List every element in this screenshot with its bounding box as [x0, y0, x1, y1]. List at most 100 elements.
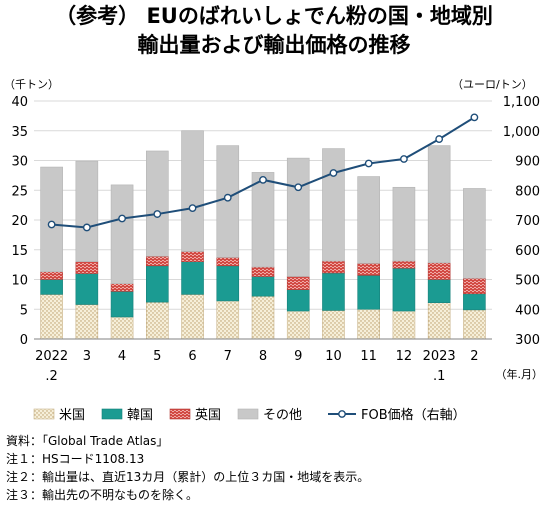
- fob-price-point-3: [153, 210, 162, 218]
- fob-price-point-11: [435, 135, 444, 143]
- x-tick-label: 10: [325, 349, 342, 364]
- bar-韓国-10: [392, 267, 416, 312]
- legend-label-3: その他: [263, 408, 302, 423]
- x-tick-label: 8: [259, 349, 267, 364]
- bar-その他-3: [146, 150, 169, 257]
- chart-title-line2: 輸出量および輸出価格の推移: [137, 33, 411, 57]
- fob-price-point-8: [329, 169, 338, 177]
- note-2: 注２：輸出量は、直近13カ月（累計）の上位３カ国・地域を表示。: [6, 470, 370, 484]
- x-tick-sublabel: .2: [45, 369, 57, 384]
- x-tick-label: 3: [83, 349, 91, 364]
- bar-英国-10: [392, 260, 416, 269]
- bar-韓国-4: [181, 261, 204, 295]
- x-tick-label: 5: [153, 349, 161, 364]
- legend-swatch-1: [101, 408, 123, 420]
- x-tick-label: 6: [188, 349, 196, 364]
- right-axis-unit: （ユーロ/トン）: [452, 78, 533, 91]
- bar-英国-4: [181, 251, 204, 262]
- bar-韓国-8: [322, 272, 345, 311]
- x-tick-sublabel: .1: [433, 369, 445, 384]
- bar-その他-12: [463, 188, 486, 279]
- fob-price-point-4: [188, 204, 197, 213]
- bar-米国-0: [40, 294, 63, 340]
- x-tick-label: 2: [470, 349, 478, 364]
- x-tick-label: 4: [118, 349, 126, 364]
- left-tick-label: 5: [20, 303, 28, 318]
- legend-label-1: 韓国: [127, 408, 153, 423]
- bar-韓国-11: [427, 279, 451, 304]
- fob-price-point-9: [364, 159, 373, 168]
- left-tick-label: 10: [11, 274, 28, 289]
- fob-price-point-10: [400, 155, 408, 163]
- bar-その他-11: [427, 145, 451, 264]
- bar-米国-5: [216, 300, 240, 340]
- bar-韓国-3: [146, 265, 169, 303]
- left-tick-label: 25: [11, 184, 28, 199]
- fob-price-point-2: [118, 214, 126, 223]
- bar-韓国-9: [357, 275, 380, 310]
- right-tick-label: 300: [515, 333, 540, 348]
- bar-その他-2: [110, 184, 134, 284]
- left-tick-label: 20: [11, 214, 28, 229]
- x-tick-label: 2022: [35, 349, 68, 364]
- note-source: 資料：「Global Trade Atlas」: [6, 434, 169, 448]
- left-tick-label: 35: [11, 125, 28, 140]
- bar-その他-8: [322, 148, 345, 262]
- bar-韓国-5: [216, 265, 240, 302]
- left-axis-unit: （千トン）: [4, 78, 59, 91]
- bar-米国-4: [181, 294, 204, 340]
- right-tick-label: 500: [515, 274, 540, 289]
- right-tick-label: 1,000: [503, 125, 540, 140]
- bar-英国-5: [216, 257, 240, 267]
- bar-韓国-6: [251, 276, 275, 297]
- legend-label-0: 米国: [59, 408, 85, 423]
- fob-price-point-6: [259, 175, 267, 184]
- right-tick-label: 700: [515, 214, 540, 229]
- bar-その他-1: [75, 160, 99, 262]
- legend-label-2: 英国: [195, 408, 221, 423]
- bar-英国-1: [75, 261, 99, 274]
- bar-米国-9: [357, 308, 380, 340]
- chart-area: 05101520253035403004005006007008009001,0…: [11, 95, 544, 423]
- left-tick-label: 0: [20, 333, 28, 348]
- right-tick-label: 900: [515, 155, 540, 170]
- x-axis-unit: （年.月）: [496, 367, 544, 381]
- legend-label-fob: FOB価格（右軸）: [361, 407, 466, 423]
- bar-その他-4: [181, 130, 204, 252]
- legend-swatch-0: [33, 408, 55, 420]
- bar-英国-2: [110, 283, 134, 292]
- right-tick-label: 600: [515, 244, 540, 259]
- bar-米国-11: [427, 302, 451, 340]
- bar-米国-10: [392, 310, 416, 340]
- bar-英国-8: [322, 260, 345, 274]
- fob-price-point-1: [82, 223, 91, 232]
- fob-price-point-12: [470, 113, 479, 122]
- right-tick-label: 1,100: [503, 95, 540, 110]
- bar-その他-10: [392, 186, 416, 262]
- fob-price-point-5: [223, 193, 232, 202]
- bar-米国-7: [286, 310, 310, 340]
- right-tick-label: 400: [515, 303, 540, 318]
- bar-米国-1: [75, 304, 99, 340]
- bar-その他-9: [357, 176, 380, 264]
- legend-marker-fob: [338, 410, 346, 418]
- bar-米国-8: [322, 310, 345, 340]
- bar-韓国-0: [40, 279, 63, 295]
- legend-swatch-3: [237, 408, 259, 420]
- bar-英国-7: [286, 276, 310, 290]
- bar-英国-0: [40, 271, 63, 280]
- bar-英国-12: [463, 278, 486, 295]
- bar-韓国-12: [463, 293, 486, 311]
- left-tick-label: 15: [11, 244, 28, 259]
- legend-swatch-2: [169, 408, 191, 420]
- bar-韓国-7: [286, 289, 310, 312]
- bar-米国-2: [110, 316, 134, 340]
- bar-その他-0: [40, 166, 63, 273]
- bar-米国-12: [463, 309, 486, 340]
- bar-英国-3: [146, 255, 169, 267]
- bar-英国-6: [251, 266, 275, 277]
- fob-price-point-0: [47, 220, 56, 229]
- x-tick-label: 7: [224, 349, 232, 364]
- note-1: 注１：HSコード1108.13: [6, 452, 145, 466]
- x-tick-label: 11: [360, 349, 377, 364]
